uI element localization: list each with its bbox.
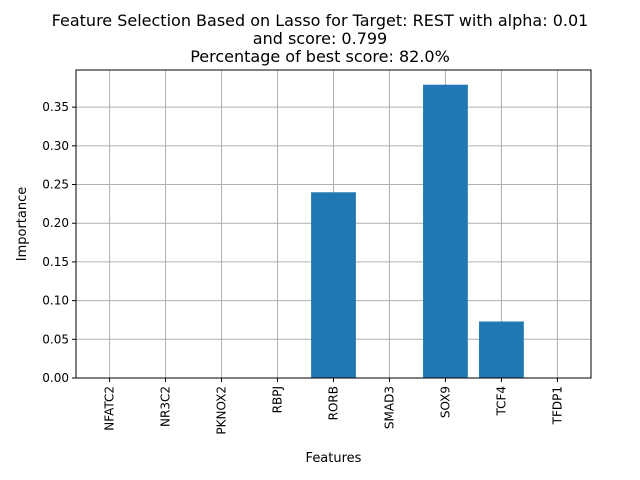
tick-layer: NFATC2 NR3C2 PKNOX2 RBPJ RORB SMAD3 SOX9 TCF4 TF… xyxy=(42,100,564,434)
x-tick-label: RBPJ xyxy=(271,386,285,413)
y-tick-label: 0.00 xyxy=(42,371,69,385)
x-tick-label: SMAD3 xyxy=(382,386,396,429)
y-tick-label: 0.05 xyxy=(42,332,69,346)
bar-sox9 xyxy=(423,84,468,378)
chart-title-line-3: Percentage of best score: 82.0% xyxy=(190,47,450,66)
y-tick-label: 0.10 xyxy=(42,294,69,308)
y-tick-label: 0.30 xyxy=(42,139,69,153)
bar-rorb xyxy=(311,192,356,378)
x-tick-label: NFATC2 xyxy=(103,386,117,431)
x-tick-label: RORB xyxy=(327,386,341,420)
x-axis-label: Features xyxy=(306,451,362,466)
x-tick-label: PKNOX2 xyxy=(215,386,229,435)
chart-title-line-1: Feature Selection Based on Lasso for Tar… xyxy=(51,11,589,30)
chart-title-line-2: and score: 0.799 xyxy=(252,29,388,48)
x-tick-label: TCF4 xyxy=(494,386,508,417)
y-tick-label: 0.25 xyxy=(42,178,69,192)
x-tick-label: SOX9 xyxy=(438,386,452,418)
y-tick-label: 0.15 xyxy=(42,255,69,269)
x-tick-label: NR3C2 xyxy=(159,386,173,427)
bar-layer xyxy=(311,84,524,378)
y-tick-label: 0.20 xyxy=(42,216,69,230)
y-tick-label: 0.35 xyxy=(42,100,69,114)
bar-tcf4 xyxy=(479,321,524,378)
y-axis-label: Importance xyxy=(15,187,30,262)
x-tick-label: TFDP1 xyxy=(550,386,564,425)
